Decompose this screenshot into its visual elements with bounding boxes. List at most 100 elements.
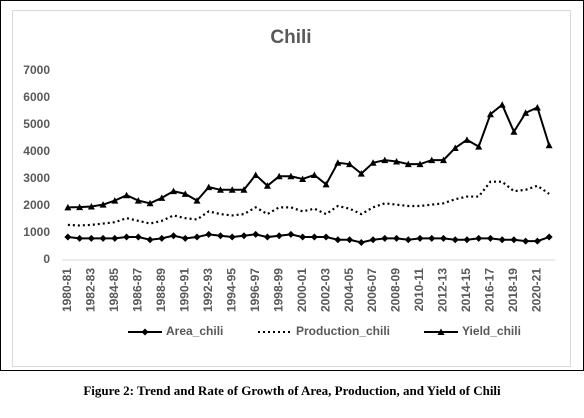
- x-tick-label: 1992-93: [201, 268, 215, 312]
- x-tick-label: 2014-15: [459, 268, 473, 312]
- point: [240, 232, 248, 240]
- point: [64, 203, 72, 211]
- point: [322, 233, 330, 241]
- x-tick-label: 2010-11: [412, 268, 426, 312]
- point: [369, 159, 377, 166]
- point: [275, 172, 283, 180]
- x-tick-label: 2012-13: [436, 268, 450, 312]
- point: [404, 236, 412, 244]
- y-tick-label: 5000: [23, 117, 50, 131]
- point: [545, 141, 553, 149]
- x-tick-label: 2006-07: [365, 268, 379, 312]
- point: [533, 103, 541, 111]
- y-tick-label: 0: [43, 252, 50, 266]
- point: [310, 233, 318, 241]
- point: [357, 170, 365, 177]
- point: [451, 144, 459, 151]
- caption: Figure 2: Trend and Rate of Growth of Ar…: [83, 383, 501, 398]
- x-tick-label: 2002-03: [318, 268, 332, 312]
- point: [334, 159, 342, 166]
- point: [170, 187, 178, 195]
- point: [522, 109, 530, 116]
- point: [451, 236, 459, 244]
- point: [463, 236, 471, 244]
- point: [158, 194, 166, 201]
- x-tick-label: 2000-01: [295, 268, 309, 312]
- point: [439, 156, 447, 164]
- point: [404, 160, 412, 168]
- point: [287, 230, 295, 238]
- point: [334, 236, 342, 244]
- point: [228, 233, 236, 241]
- y-tick-label: 2000: [23, 198, 50, 212]
- x-tick-label: 1996-97: [248, 268, 262, 312]
- point: [346, 236, 354, 244]
- point: [111, 197, 119, 204]
- point: [498, 236, 506, 244]
- point: [216, 232, 224, 240]
- point: [216, 186, 224, 193]
- point: [146, 236, 154, 244]
- point: [87, 203, 95, 210]
- y-tick-label: 3000: [23, 171, 50, 185]
- point: [228, 186, 236, 193]
- legend-label: Production_chili: [296, 324, 390, 338]
- point: [181, 234, 189, 242]
- point: [486, 110, 494, 118]
- x-tick-label: 1990-91: [177, 268, 191, 312]
- x-tick-label: 1982-83: [84, 268, 98, 312]
- point: [393, 157, 401, 165]
- point: [111, 234, 119, 242]
- point: [158, 234, 166, 242]
- point: [287, 172, 295, 180]
- x-tick-label: 1980-81: [60, 268, 74, 312]
- point: [240, 186, 248, 193]
- point: [522, 237, 530, 245]
- y-tick-label: 1000: [23, 225, 50, 239]
- x-tick-label: 2020-21: [530, 268, 544, 312]
- point: [64, 233, 72, 241]
- chart-border: [12, 10, 571, 367]
- x-tick-label: 1986-87: [130, 268, 144, 312]
- point: [193, 197, 201, 204]
- point: [123, 233, 131, 241]
- x-tick-label: 1994-95: [224, 268, 238, 312]
- point: [134, 233, 142, 241]
- x-tick-label: 1984-85: [107, 268, 121, 312]
- point: [322, 180, 330, 188]
- point: [87, 234, 95, 242]
- point: [475, 143, 483, 150]
- point: [381, 156, 389, 164]
- x-tick-label: 1998-99: [271, 268, 285, 312]
- point: [299, 233, 307, 241]
- point: [310, 171, 318, 178]
- y-tick-label: 6000: [23, 90, 50, 104]
- point: [76, 203, 84, 211]
- point: [99, 234, 107, 242]
- y-tick-label: 7000: [23, 63, 50, 77]
- point: [263, 233, 271, 241]
- point: [275, 232, 283, 240]
- point: [475, 234, 483, 242]
- point: [76, 234, 84, 242]
- point: [381, 234, 389, 242]
- point: [299, 175, 307, 182]
- point: [416, 234, 424, 242]
- point: [263, 182, 271, 189]
- x-tick-label: 2016-17: [483, 268, 497, 312]
- legend-label: Area_chili: [166, 324, 223, 338]
- point: [170, 232, 178, 240]
- point: [181, 190, 189, 197]
- point: [393, 234, 401, 242]
- point: [545, 233, 553, 241]
- x-tick-label: 2008-09: [389, 268, 403, 312]
- y-tick-label: 4000: [23, 144, 50, 158]
- point: [486, 234, 494, 242]
- point: [510, 236, 518, 244]
- point: [533, 237, 541, 245]
- point: [205, 230, 213, 238]
- legend-marker: [437, 328, 445, 335]
- point: [369, 236, 377, 244]
- x-tick-label: 2018-19: [506, 268, 520, 312]
- point: [99, 201, 107, 208]
